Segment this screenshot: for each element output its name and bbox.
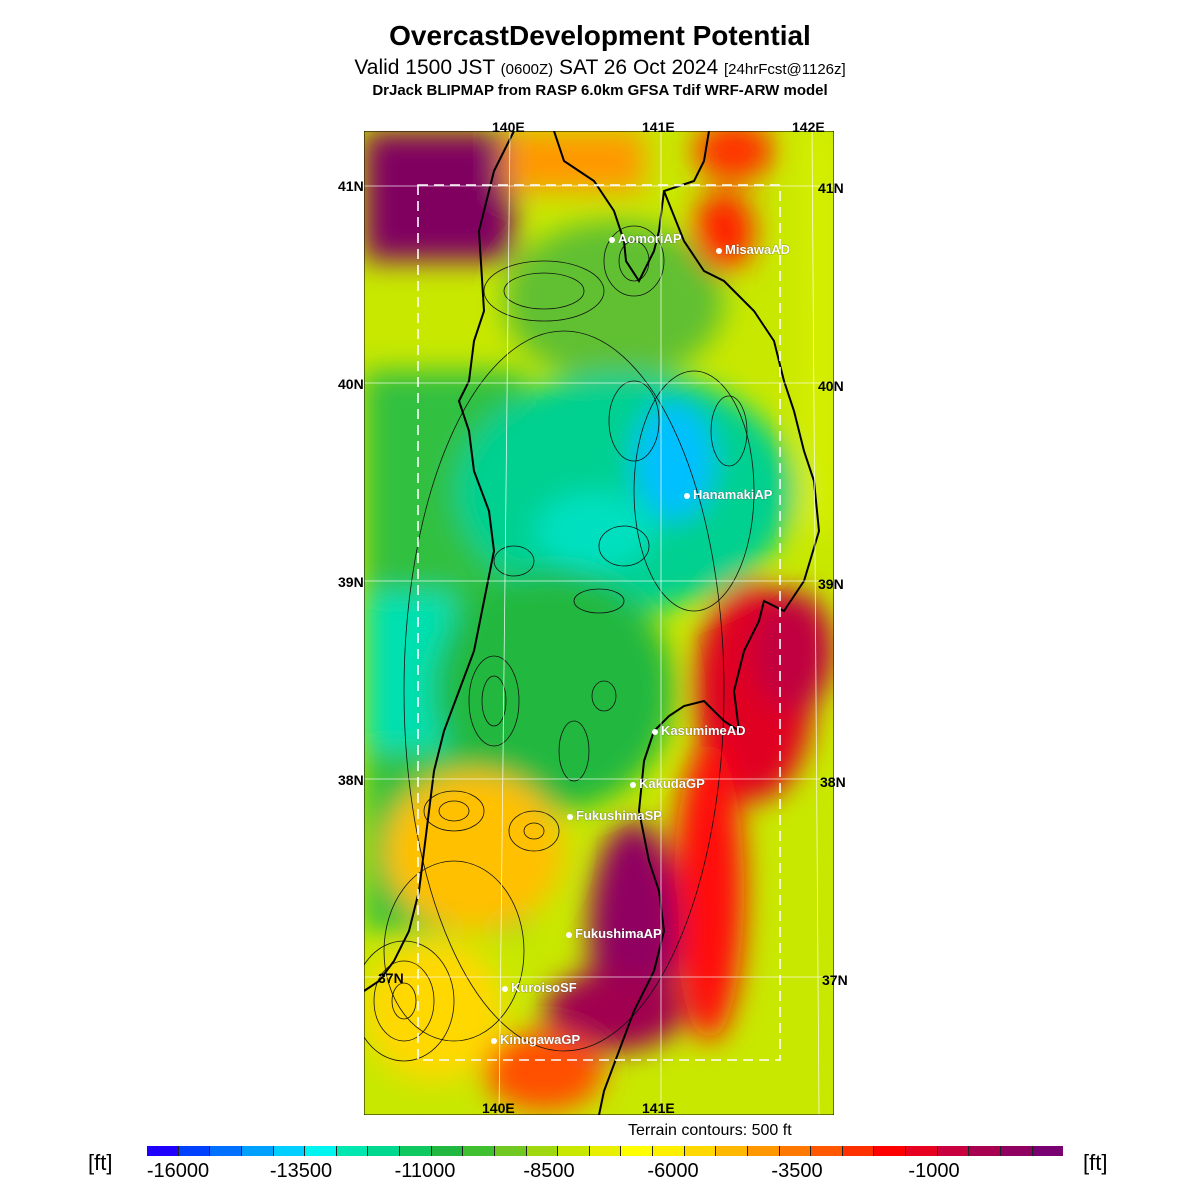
station-dot <box>684 492 690 499</box>
lat-right-41: 41N <box>818 180 844 196</box>
station-dot <box>566 931 572 938</box>
colorbar-swatch <box>430 1146 463 1156</box>
colorbar-swatch <box>304 1146 336 1156</box>
station-dot <box>716 247 722 254</box>
model-line: DrJack BLIPMAP from RASP 6.0km GFSA Tdif… <box>372 82 828 99</box>
lat-left-40: 40N <box>338 376 364 392</box>
valid-time: Valid 1500 JST (0600Z) SAT 26 Oct 2024 [… <box>0 56 1200 80</box>
colorbar-swatch <box>147 1146 178 1156</box>
colorbar <box>147 1146 1064 1156</box>
colorbar-unit-right: [ft] <box>1083 1150 1108 1175</box>
lon-top-140: 140E <box>492 119 525 135</box>
colorbar-swatch <box>810 1146 842 1156</box>
colorbar-swatch <box>240 1146 273 1156</box>
colorbar-swatch <box>715 1146 747 1156</box>
subdomain-box <box>417 184 781 1061</box>
station-misawa[interactable]: MisawaAD <box>716 242 790 257</box>
lon-bottom-140: 140E <box>482 1100 515 1116</box>
colorbar-swatch <box>936 1146 969 1156</box>
lat-right-40: 40N <box>818 378 844 394</box>
colorbar-swatch <box>462 1146 494 1156</box>
station-dot <box>502 985 508 992</box>
station-kasumime[interactable]: KasumimeAD <box>652 723 746 738</box>
colorbar-swatch <box>873 1146 905 1156</box>
colorbar-swatch <box>367 1146 399 1156</box>
colorbar-tick: -16000 <box>146 1160 210 1182</box>
valid-zulu: (0600Z) <box>500 61 554 78</box>
colorbar-swatch <box>557 1146 589 1156</box>
terrain-note: Terrain contours: 500 ft <box>628 1122 792 1139</box>
colorbar-swatch <box>335 1146 368 1156</box>
colorbar-swatch <box>177 1146 210 1156</box>
station-kakuda[interactable]: KakudaGP <box>630 776 705 791</box>
lat-left-37: 37N <box>378 970 404 986</box>
colorbar-swatch <box>683 1146 716 1156</box>
station-aomori[interactable]: AomoriAP <box>609 231 682 246</box>
lon-top-142: 142E <box>792 119 825 135</box>
colorbar-tick: -8500 <box>523 1160 575 1182</box>
colorbar-swatch <box>493 1146 526 1156</box>
colorbar-swatch <box>841 1146 874 1156</box>
station-fukushima-sp[interactable]: FukushimaSP <box>567 808 662 823</box>
chart-title: OvercastDevelopment Potential <box>389 20 811 51</box>
colorbar-swatch <box>778 1146 811 1156</box>
lat-left-38: 38N <box>338 772 364 788</box>
colorbar-swatch <box>209 1146 241 1156</box>
colorbar-swatch <box>652 1146 684 1156</box>
lon-bottom-141: 141E <box>642 1100 675 1116</box>
lat-left-39: 39N <box>338 574 364 590</box>
colorbar-swatch <box>968 1146 1000 1156</box>
colorbar-tick: -11000 <box>394 1160 456 1182</box>
colorbar-swatch <box>746 1146 779 1156</box>
colorbar-tick: -3500 <box>771 1160 823 1182</box>
station-dot <box>491 1037 497 1044</box>
station-kuroiso[interactable]: KuroisoSF <box>502 980 577 995</box>
colorbar-swatch <box>588 1146 621 1156</box>
colorbar-tick: -1000 <box>908 1160 960 1182</box>
lat-lon-grid <box>364 131 834 1115</box>
valid-date: SAT 26 Oct 2024 <box>559 56 719 79</box>
lat-left-41: 41N <box>338 178 364 194</box>
station-dot <box>652 728 658 735</box>
lat-right-38: 38N <box>820 774 846 790</box>
colorbar-swatch <box>999 1146 1032 1156</box>
station-kinugawa[interactable]: KinugawaGP <box>491 1032 580 1047</box>
lat-right-39: 39N <box>818 576 844 592</box>
colorbar-swatch <box>620 1146 652 1156</box>
colorbar-swatch <box>272 1146 305 1156</box>
station-hanamaki[interactable]: HanamakiAP <box>684 487 772 502</box>
station-fukushima-ap[interactable]: FukushimaAP <box>566 926 662 941</box>
forecast-map <box>364 131 834 1115</box>
forecast-tag: [24hrFcst@1126z] <box>724 61 846 78</box>
valid-prefix: Valid 1500 JST <box>354 56 495 79</box>
station-dot <box>630 781 636 788</box>
colorbar-swatch <box>525 1146 558 1156</box>
lon-top-141: 141E <box>642 119 675 135</box>
lat-right-37: 37N <box>822 972 848 988</box>
coastline <box>364 131 821 1115</box>
field-shading <box>364 131 834 1111</box>
terrain-contours <box>364 225 755 1062</box>
station-dot <box>567 813 573 820</box>
colorbar-swatch <box>399 1146 431 1156</box>
colorbar-tick: -6000 <box>647 1160 699 1182</box>
colorbar-swatch <box>1031 1146 1064 1156</box>
colorbar-tick: -13500 <box>269 1160 333 1182</box>
station-dot <box>609 236 615 243</box>
colorbar-swatch <box>905 1146 937 1156</box>
colorbar-unit-left: [ft] <box>88 1150 113 1175</box>
